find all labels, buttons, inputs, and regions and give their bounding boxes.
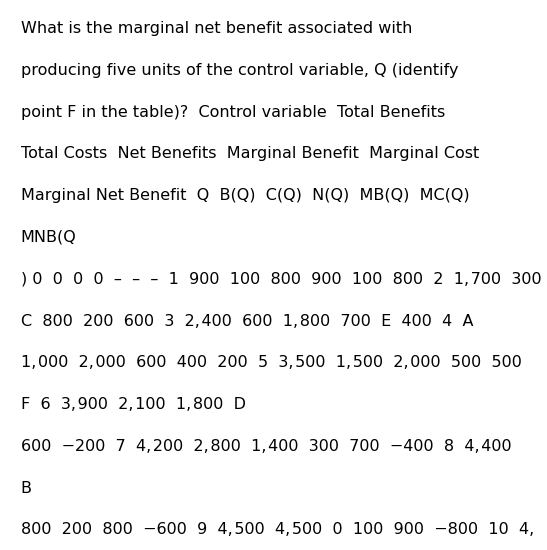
Text: MNB(Q: MNB(Q: [21, 230, 77, 245]
Text: F  6  3, 900  2, 100  1, 800  D: F 6 3, 900 2, 100 1, 800 D: [21, 397, 246, 412]
Text: B: B: [21, 481, 32, 496]
Text: What is the marginal net benefit associated with: What is the marginal net benefit associa…: [21, 21, 412, 36]
Text: Marginal Net Benefit  Q  B(Q)  C(Q)  N(Q)  MB(Q)  MC(Q): Marginal Net Benefit Q B(Q) C(Q) N(Q) MB…: [21, 188, 469, 203]
Text: Total Costs  Net Benefits  Marginal Benefit  Marginal Cost: Total Costs Net Benefits Marginal Benefi…: [21, 146, 479, 161]
Text: 1, 000  2, 000  600  400  200  5  3, 500  1, 500  2, 000  500  500: 1, 000 2, 000 600 400 200 5 3, 500 1, 50…: [21, 355, 522, 370]
Text: point F in the table)?  Control variable  Total Benefits: point F in the table)? Control variable …: [21, 104, 445, 119]
Text: producing five units of the control variable, Q (identify: producing five units of the control vari…: [21, 63, 458, 78]
Text: 800  200  800  −600  9  4, 500  4, 500  0  100  900  −800  10  4,: 800 200 800 −600 9 4, 500 4, 500 0 100 9…: [21, 522, 534, 537]
Text: ) 0  0  0  0  –  –  –  1  900  100  800  900  100  800  2  1, 700  300: ) 0 0 0 0 – – – 1 900 100 800 900 100 80…: [21, 272, 542, 287]
Text: C  800  200  600  3  2, 400  600  1, 800  700  E  400  4  A: C 800 200 600 3 2, 400 600 1, 800 700 E …: [21, 314, 473, 328]
Text: 600  −200  7  4, 200  2, 800  1, 400  300  700  −400  8  4, 400: 600 −200 7 4, 200 2, 800 1, 400 300 700 …: [21, 439, 511, 454]
